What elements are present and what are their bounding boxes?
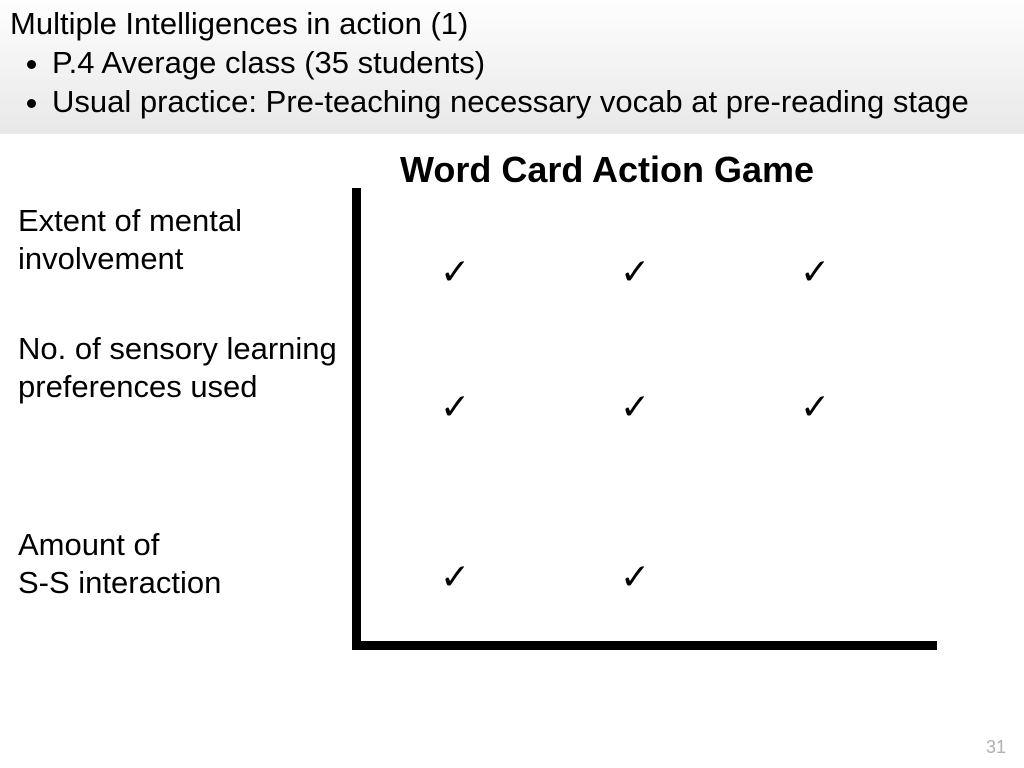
- chart-area: Word Card Action Game Extent of mental i…: [0, 134, 1024, 694]
- check-icon: ✓: [440, 389, 470, 425]
- chart-row-label: No. of sensory learning preferences used: [18, 330, 348, 408]
- chart-x-axis: [352, 641, 937, 650]
- check-icon: ✓: [800, 389, 830, 425]
- header-bullet-list: P.4 Average class (35 students) Usual pr…: [10, 44, 1014, 122]
- slide-title: Multiple Intelligences in action (1): [10, 6, 1014, 42]
- check-icon: ✓: [800, 254, 830, 290]
- chart-heading: Word Card Action Game: [400, 149, 814, 191]
- chart-row-label: Amount of S-S interaction: [18, 526, 348, 604]
- header-bullet: Usual practice: Pre-teaching necessary v…: [52, 83, 1014, 122]
- check-icon: ✓: [620, 559, 650, 595]
- chart-y-axis: [352, 188, 361, 650]
- slide-number: 31: [986, 737, 1006, 758]
- chart-row-label: Extent of mental involvement: [18, 202, 348, 280]
- check-icon: ✓: [440, 254, 470, 290]
- check-icon: ✓: [620, 389, 650, 425]
- header-bullet: P.4 Average class (35 students): [52, 44, 1014, 83]
- slide-header: Multiple Intelligences in action (1) P.4…: [0, 0, 1024, 134]
- check-icon: ✓: [620, 254, 650, 290]
- check-icon: ✓: [440, 559, 470, 595]
